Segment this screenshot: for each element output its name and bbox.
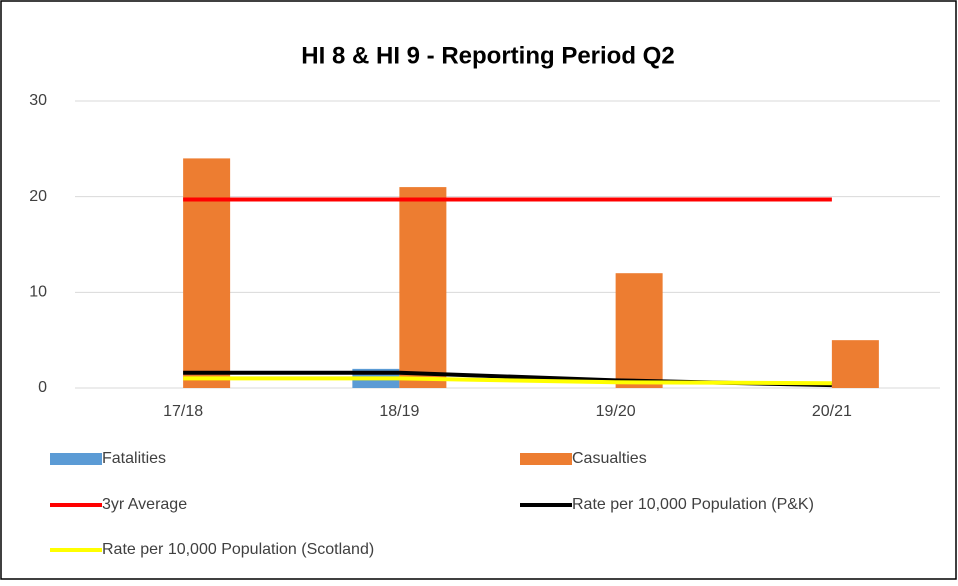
legend-label: 3yr Average	[102, 496, 187, 513]
y-tick-label: 30	[29, 92, 47, 109]
legend-swatch	[520, 453, 572, 465]
x-tick-label: 20/21	[812, 403, 852, 420]
legend-label: Rate per 10,000 Population (Scotland)	[102, 541, 374, 558]
bar	[183, 158, 231, 388]
legend-label: Fatalities	[102, 450, 166, 467]
y-tick-label: 10	[29, 284, 47, 301]
legend-label: Casualties	[572, 450, 647, 467]
bar	[615, 273, 663, 388]
x-tick-label: 19/20	[596, 403, 636, 420]
line	[183, 376, 832, 386]
legend-swatch	[50, 453, 102, 465]
y-tick-label: 20	[29, 188, 47, 205]
x-tick-label: 17/18	[163, 403, 203, 420]
x-tick-label: 18/19	[379, 403, 419, 420]
chart-title: HI 8 & HI 9 - Reporting Period Q2	[301, 42, 674, 69]
y-tick-label: 0	[38, 379, 47, 396]
legend-label: Rate per 10,000 Population (P&K)	[572, 496, 814, 513]
bar	[831, 340, 879, 388]
bar	[399, 187, 447, 388]
